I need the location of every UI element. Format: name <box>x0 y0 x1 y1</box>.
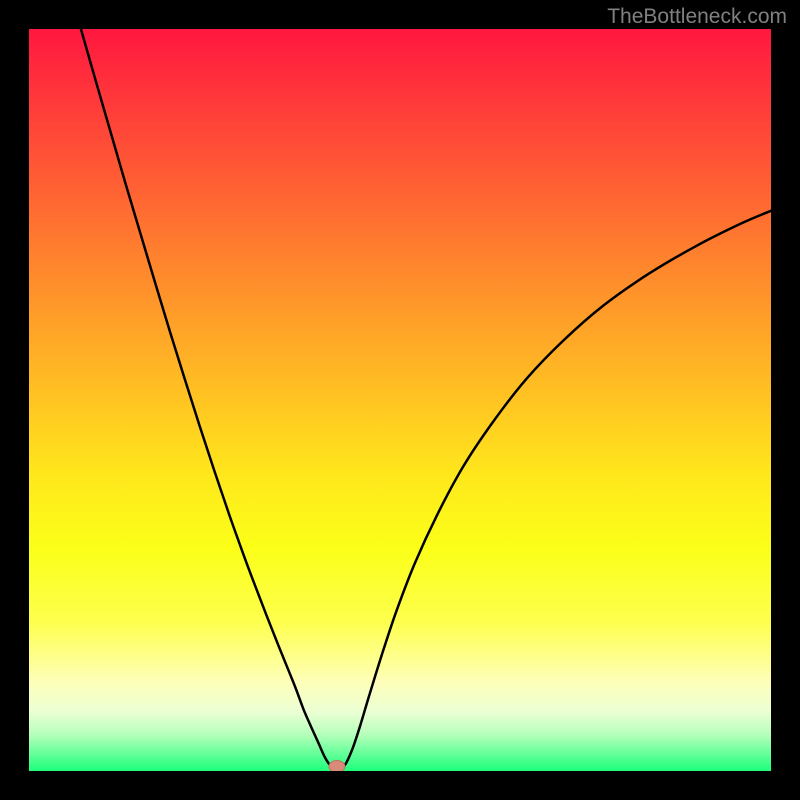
watermark-text: TheBottleneck.com <box>607 5 787 29</box>
minimum-marker <box>329 761 345 771</box>
chart-container: TheBottleneck.com <box>0 0 800 800</box>
gradient-background <box>29 29 771 771</box>
chart-svg <box>29 29 771 771</box>
plot-area <box>29 29 771 771</box>
